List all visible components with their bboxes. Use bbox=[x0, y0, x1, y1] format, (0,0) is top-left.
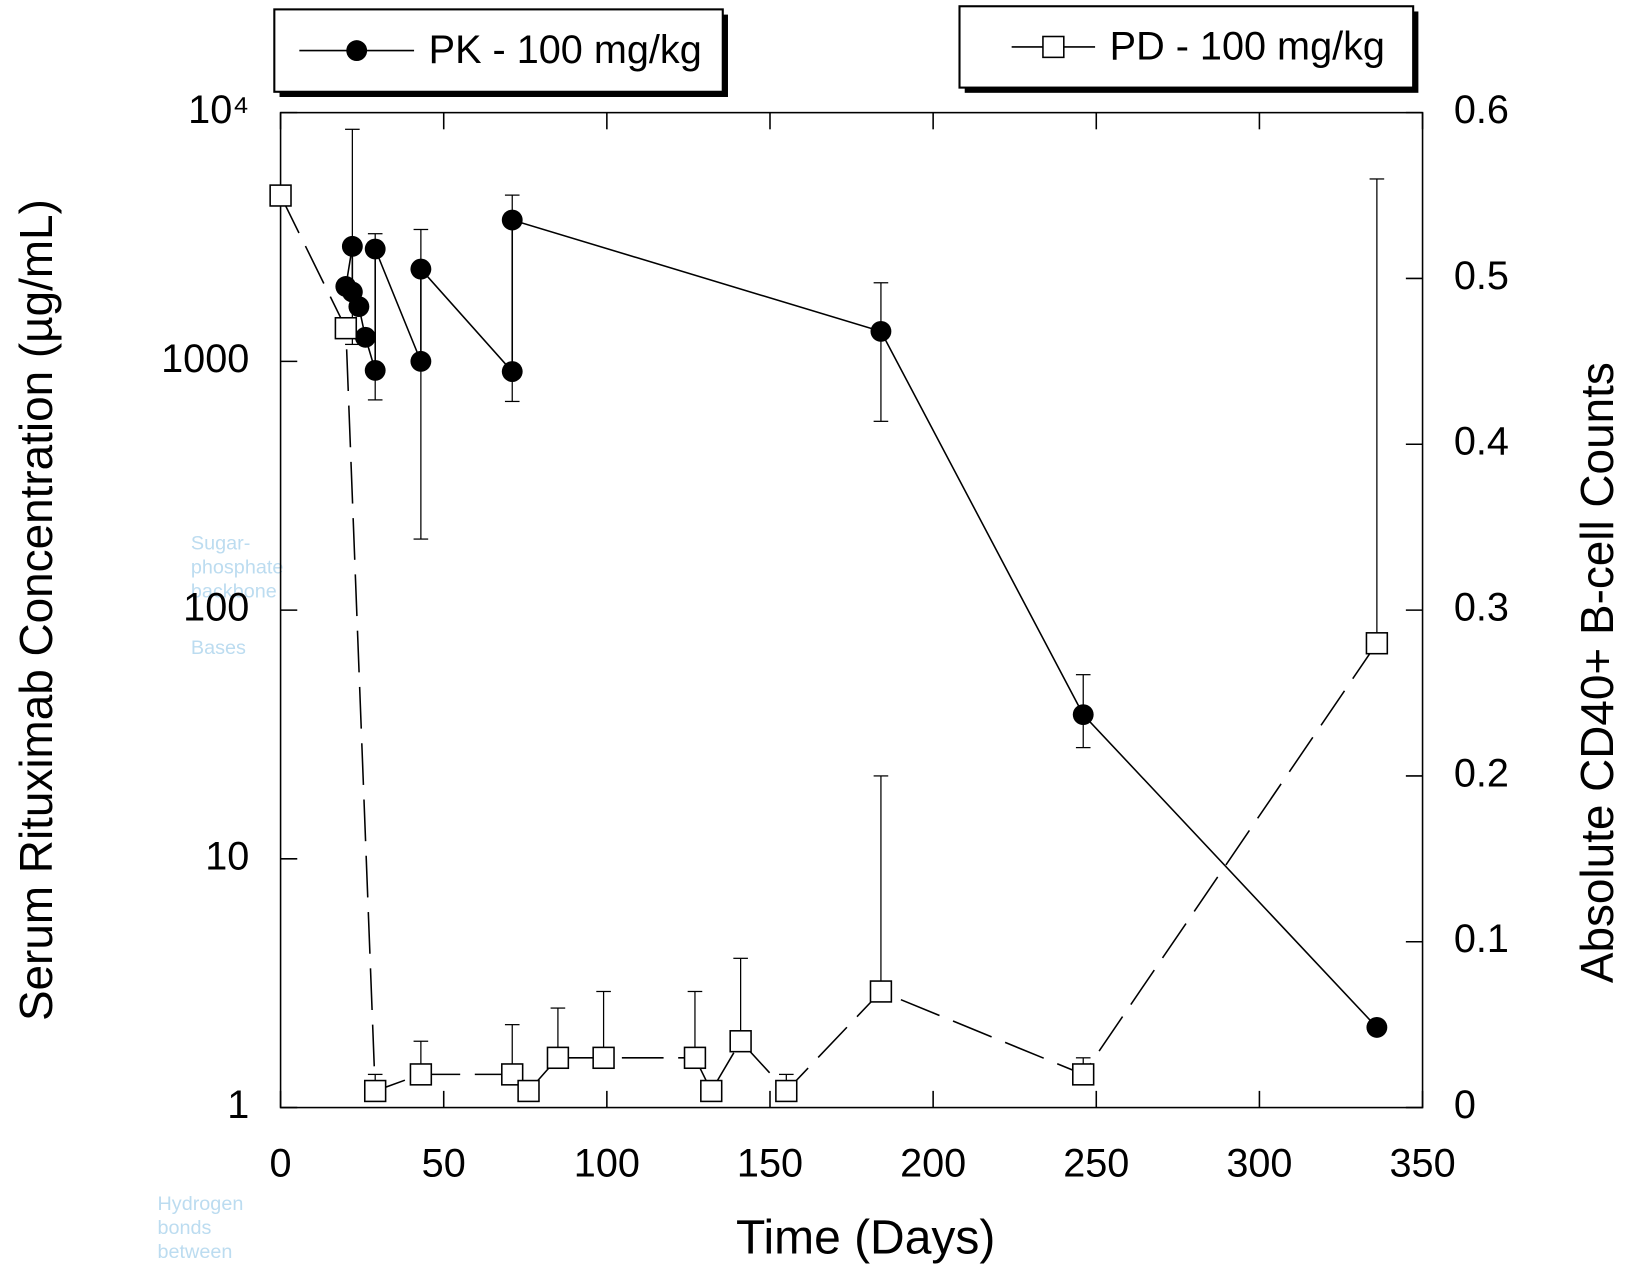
legend-label: PD - 100 mg/kg bbox=[1110, 24, 1385, 68]
y2-tick-label: 0.6 bbox=[1454, 88, 1509, 132]
point bbox=[1072, 1063, 1095, 1086]
point bbox=[517, 1079, 540, 1103]
point bbox=[410, 350, 432, 372]
point bbox=[334, 316, 358, 340]
watermark-label: between bbox=[158, 1241, 233, 1263]
watermark-label: Bases bbox=[191, 637, 246, 659]
point bbox=[775, 1079, 798, 1103]
watermark-label: Hydrogen bbox=[158, 1193, 244, 1215]
point bbox=[546, 1046, 570, 1070]
x-tick-label: 50 bbox=[422, 1141, 466, 1185]
y-tick-label: 1000 bbox=[161, 337, 249, 381]
watermark-label: phosphate bbox=[191, 557, 283, 579]
point bbox=[354, 326, 376, 348]
point bbox=[501, 361, 523, 382]
point bbox=[870, 320, 892, 342]
point bbox=[269, 184, 292, 207]
y-tick-label: 10 bbox=[205, 834, 249, 878]
y2-tick-label: 0 bbox=[1454, 1083, 1476, 1127]
watermark-label: bonds bbox=[158, 1217, 212, 1239]
point bbox=[729, 1030, 752, 1053]
point bbox=[1072, 704, 1094, 726]
x-axis-label: Time (Days) bbox=[736, 1212, 995, 1264]
series-line bbox=[345, 218, 1378, 1028]
plot-frame bbox=[279, 111, 1424, 1109]
watermark-label: backbone bbox=[191, 581, 277, 603]
point bbox=[1366, 1016, 1388, 1038]
point bbox=[364, 359, 386, 381]
point bbox=[410, 258, 432, 280]
x-tick-label: 350 bbox=[1389, 1141, 1455, 1185]
y-tick-label: 10⁴ bbox=[188, 88, 249, 132]
legend-marker bbox=[346, 40, 368, 62]
y-tick-label: 100 bbox=[183, 586, 249, 630]
watermark-label: Sugar- bbox=[191, 533, 250, 555]
y2-tick-label: 0.1 bbox=[1454, 917, 1509, 961]
point bbox=[1365, 632, 1389, 655]
point bbox=[700, 1079, 723, 1103]
x-tick-label: 0 bbox=[270, 1141, 292, 1185]
point bbox=[341, 235, 363, 257]
x-tick-label: 300 bbox=[1226, 1141, 1292, 1185]
x-tick-label: 100 bbox=[574, 1141, 640, 1185]
y2-axis-label: Absolute CD40+ B-cell Counts bbox=[1571, 362, 1623, 983]
x-tick-label: 150 bbox=[737, 1141, 803, 1185]
legend-marker bbox=[1042, 35, 1065, 59]
point bbox=[363, 1079, 387, 1103]
y2-tick-label: 0.3 bbox=[1454, 586, 1509, 630]
legend: PK - 100 mg/kg bbox=[273, 8, 728, 97]
point bbox=[869, 980, 893, 1003]
y-axis-label: Serum Rituximab Concentration (µg/mL) bbox=[10, 199, 62, 1021]
series-line bbox=[279, 195, 1378, 1093]
point bbox=[592, 1046, 615, 1070]
point bbox=[683, 1046, 707, 1070]
point bbox=[501, 1063, 524, 1086]
point bbox=[364, 238, 386, 260]
x-tick-label: 250 bbox=[1063, 1141, 1129, 1185]
legend-label: PK - 100 mg/kg bbox=[429, 28, 702, 72]
y2-tick-label: 0.2 bbox=[1454, 751, 1509, 795]
point bbox=[501, 209, 523, 231]
x-tick-label: 200 bbox=[900, 1141, 966, 1185]
point bbox=[409, 1063, 433, 1086]
legend: PD - 100 mg/kg bbox=[958, 5, 1419, 93]
y2-tick-label: 0.5 bbox=[1454, 254, 1509, 298]
y-tick-label: 1 bbox=[227, 1083, 249, 1127]
point bbox=[348, 296, 370, 318]
y2-tick-label: 0.4 bbox=[1454, 420, 1509, 464]
